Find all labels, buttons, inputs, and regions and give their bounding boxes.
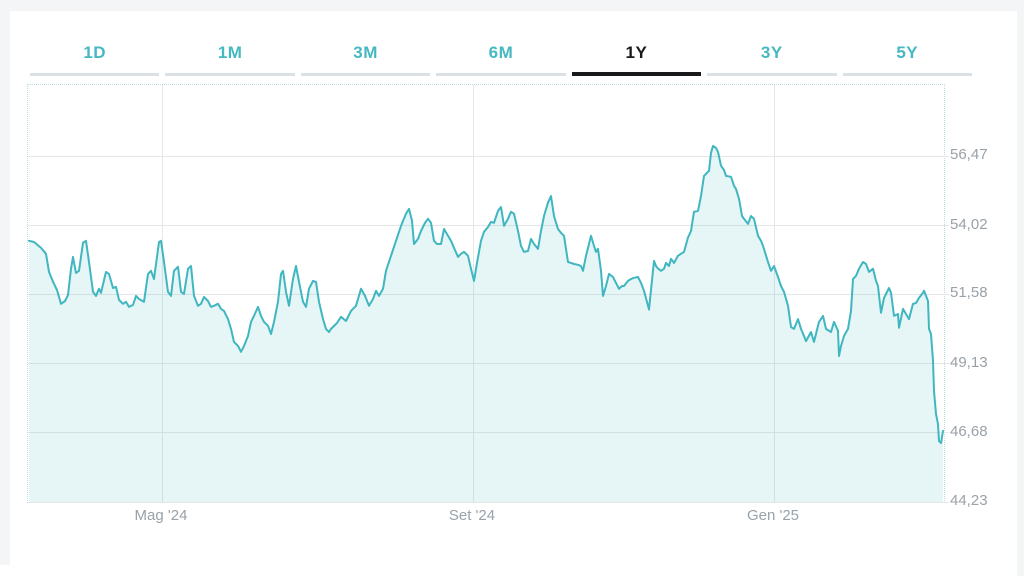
tab-underline: [436, 73, 566, 76]
tab-3m[interactable]: 3M: [300, 42, 431, 80]
gridline-horizontal: [28, 432, 949, 434]
tab-label: 1M: [217, 43, 243, 62]
tab-label: 6M: [488, 43, 514, 62]
y-axis-label: 54,02: [950, 215, 988, 233]
y-axis-label: 56,47: [950, 146, 988, 164]
gridline-horizontal: [28, 501, 949, 503]
tab-label: 3Y: [760, 43, 783, 62]
tab-1m[interactable]: 1M: [165, 42, 295, 80]
gridline-vertical: [473, 85, 474, 502]
x-axis-label: Set '24: [448, 507, 496, 524]
tab-3y[interactable]: 3Y: [707, 42, 837, 80]
y-axis-label: 46,68: [950, 422, 988, 440]
y-axis-label: 44,23: [950, 492, 988, 509]
tab-1d[interactable]: 1D: [30, 42, 160, 80]
series-area-fill: [29, 146, 943, 502]
tab-label: 5Y: [896, 43, 919, 62]
y-axis-label: 49,13: [950, 353, 988, 371]
time-range-tabs: 1D 1M 3M 6M 1Y 3Y 5Y: [30, 42, 972, 80]
tab-underline: [30, 73, 160, 76]
tab-underline: [300, 73, 431, 76]
area-series-svg: [28, 145, 944, 502]
background-strip-right: [1017, 11, 1024, 576]
gridline-horizontal: [28, 363, 949, 365]
gridline-vertical: [774, 85, 775, 502]
x-axis-label: Mag '24: [134, 507, 188, 524]
background-strip-left: [0, 11, 10, 565]
series-line: [28, 145, 944, 444]
tab-label: 1Y: [625, 43, 648, 62]
y-axis-label: 51,58: [950, 284, 988, 302]
tab-underline: [842, 73, 972, 76]
tab-5y[interactable]: 5Y: [842, 42, 972, 80]
price-area-chart[interactable]: [27, 84, 949, 503]
tab-1y[interactable]: 1Y: [571, 42, 702, 80]
background-strip-top: [0, 0, 1024, 11]
x-axis-label: Gen '25: [746, 507, 800, 524]
gridline-horizontal: [28, 293, 949, 295]
gridline-horizontal: [28, 155, 949, 157]
tab-label: 1D: [83, 43, 107, 62]
tab-6m[interactable]: 6M: [436, 42, 566, 80]
gridline-vertical: [162, 85, 163, 502]
tab-underline: [707, 73, 837, 76]
tab-underline-active: [571, 72, 702, 76]
tab-label: 3M: [353, 43, 378, 62]
tab-underline: [165, 73, 295, 76]
